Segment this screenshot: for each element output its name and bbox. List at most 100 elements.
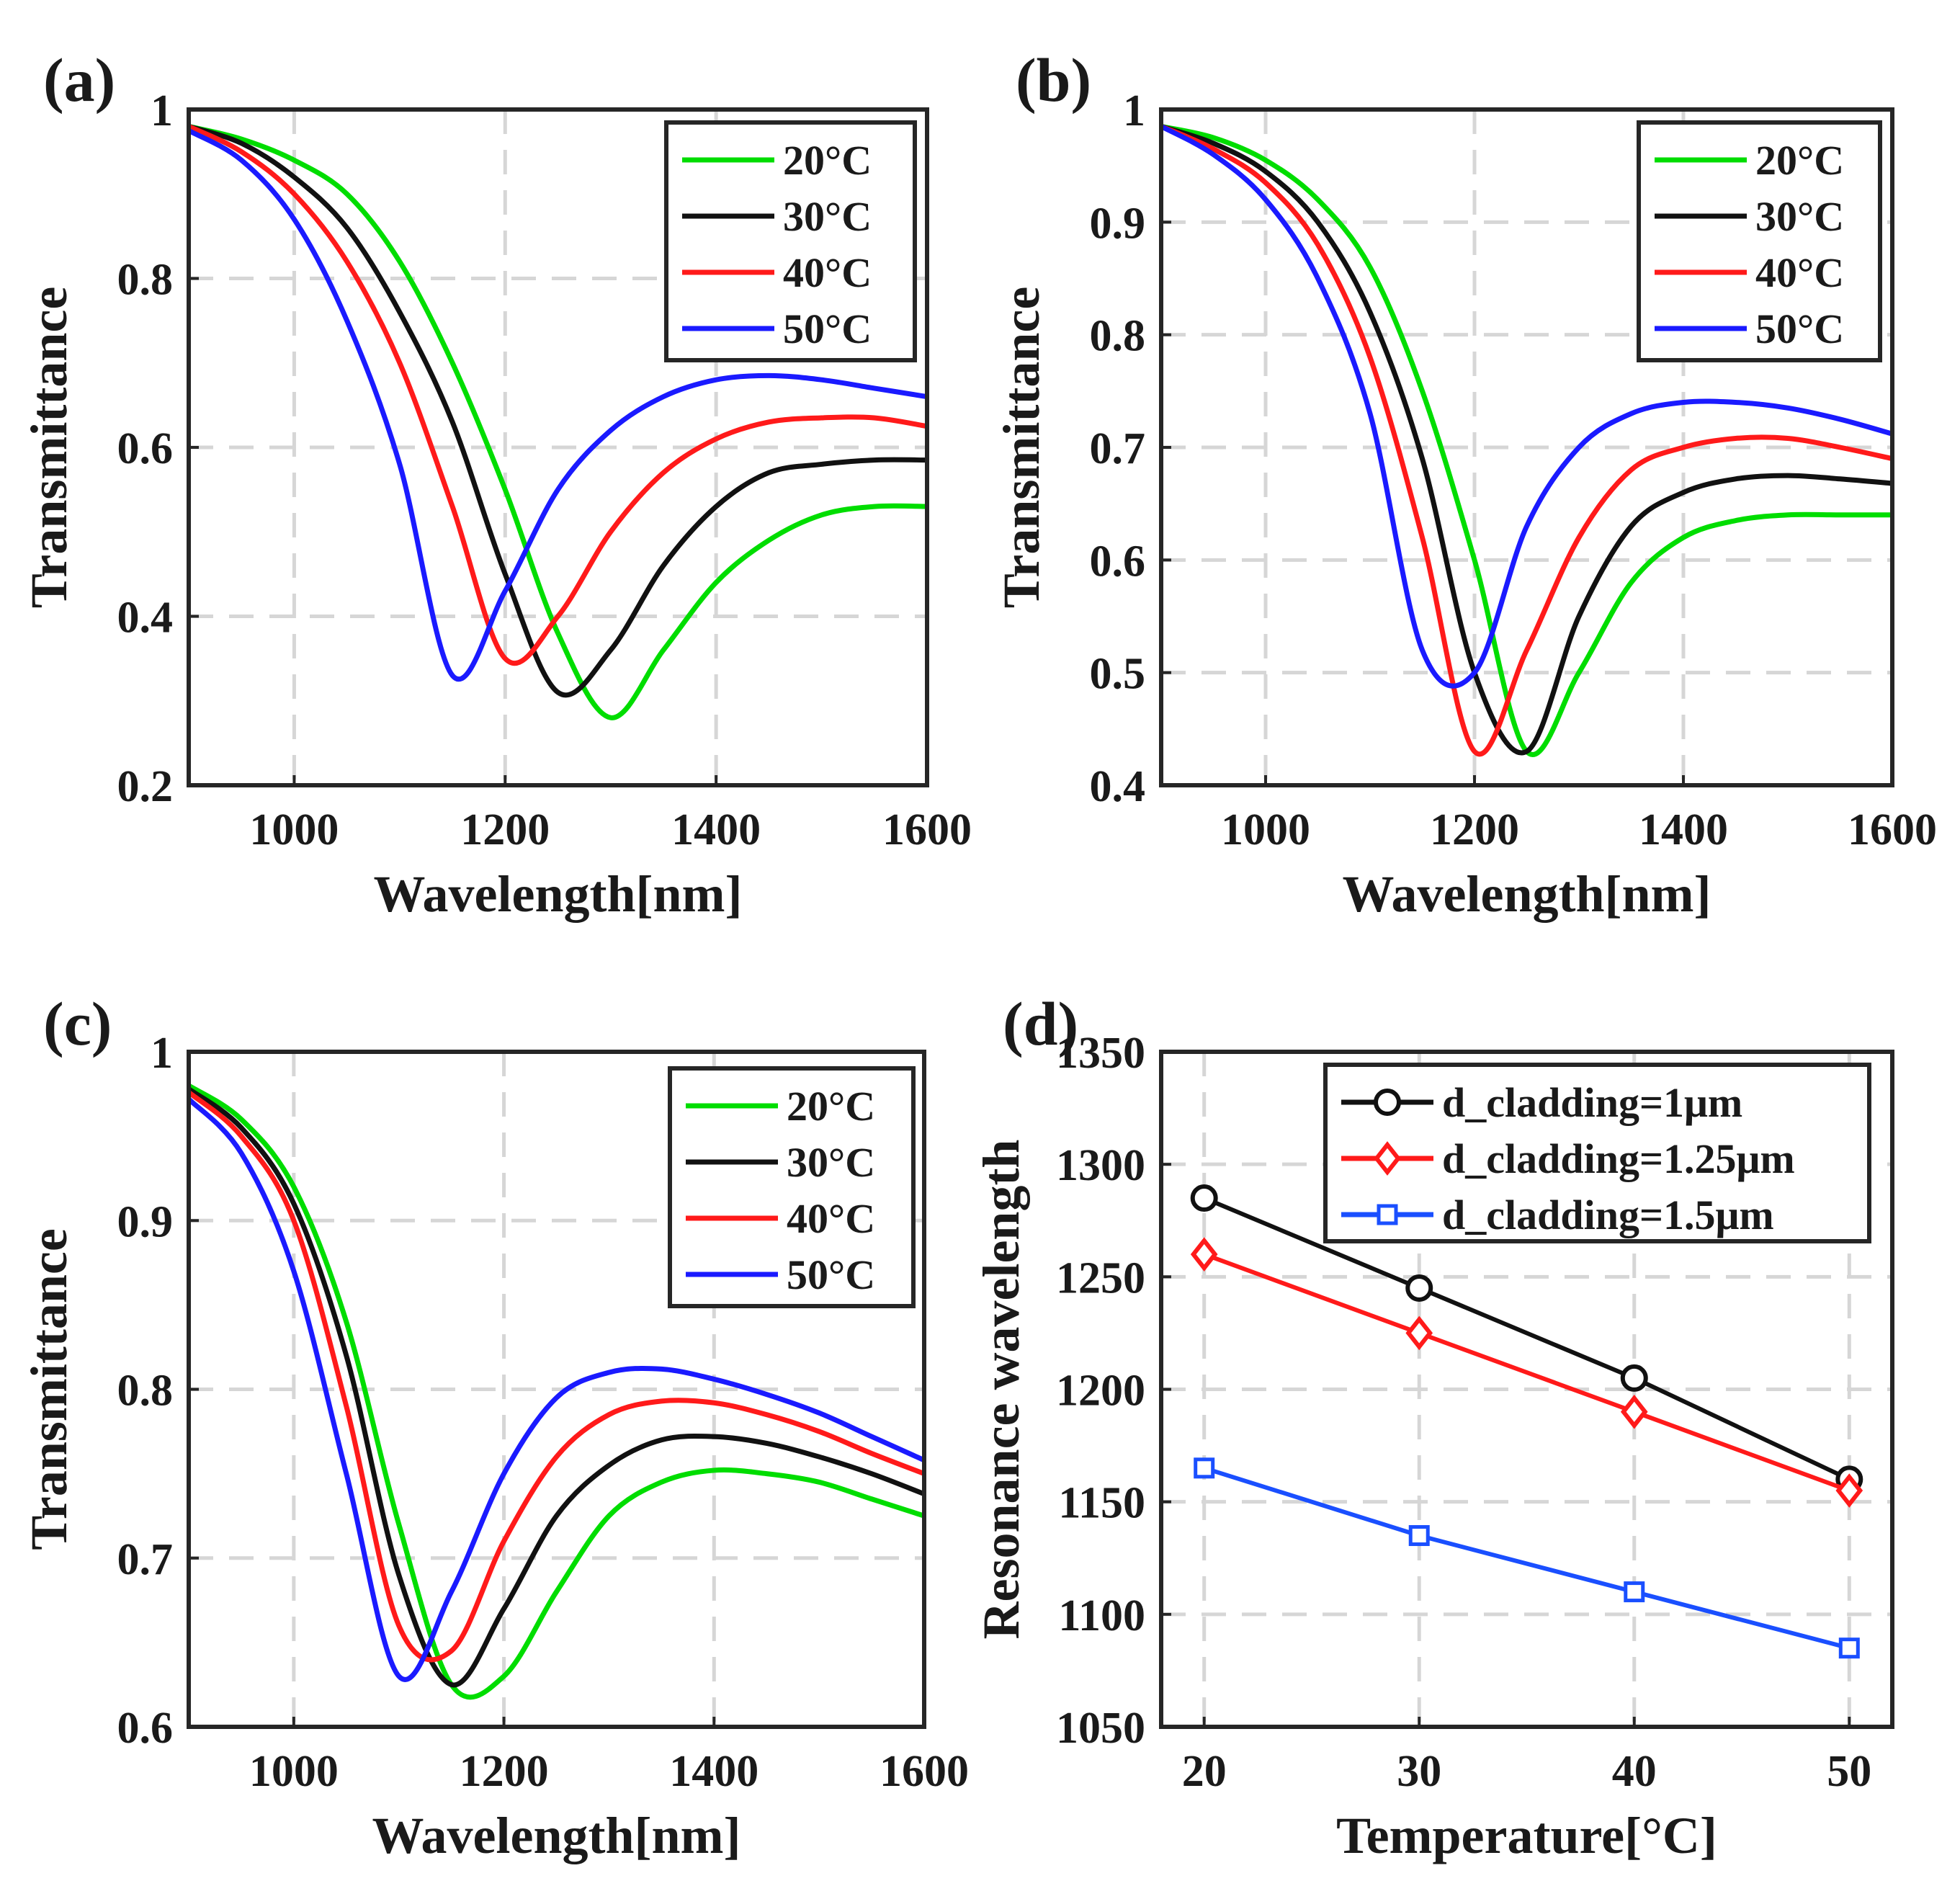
legend-label: 50°C xyxy=(1755,305,1844,352)
panel-label: (b) xyxy=(1016,45,1091,115)
x-tick-label: 1600 xyxy=(882,805,972,854)
legend-box xyxy=(664,120,917,362)
y-tick-label: 1150 xyxy=(1058,1479,1145,1528)
x-tick-label: 1600 xyxy=(1848,805,1937,854)
y-tick-label: 0.5 xyxy=(1090,650,1146,699)
data-point-diamond xyxy=(1190,1237,1218,1272)
x-tick-label: 1000 xyxy=(1221,805,1310,854)
y-tick-label: 1200 xyxy=(1056,1367,1145,1416)
y-tick-label: 1 xyxy=(151,1029,173,1078)
legend-label: 50°C xyxy=(783,305,872,352)
series-line-3 xyxy=(189,1097,924,1682)
panel-b: (b) 1000 1200 1400 1600 0.4 0.5 0.6 0.7 0.8 0.9 1 Wa… xyxy=(993,45,1937,923)
data-point-square xyxy=(1624,1581,1645,1603)
x-axis-label: Wavelength[nm] xyxy=(1343,865,1711,923)
x-tick-label: 30 xyxy=(1397,1747,1441,1796)
y-tick-label: 1350 xyxy=(1056,1029,1145,1078)
x-tick-label: 1600 xyxy=(880,1747,969,1796)
x-tick-label: 1400 xyxy=(1639,805,1728,854)
y-axis-label: Transmittance xyxy=(20,287,78,609)
series-line-1 xyxy=(1203,1252,1851,1493)
y-tick-label: 0.7 xyxy=(1090,424,1146,473)
data-point-diamond xyxy=(1835,1473,1863,1508)
y-tick-label: 0.8 xyxy=(117,1367,174,1416)
series-line-1 xyxy=(1161,124,1892,756)
series-line-0 xyxy=(1203,1196,1851,1482)
x-axis-label: Wavelength[nm] xyxy=(372,1807,741,1864)
y-tick-label: 0.9 xyxy=(117,1197,174,1246)
x-axis-label: Wavelength[nm] xyxy=(374,865,743,923)
series-line-2 xyxy=(189,1090,924,1663)
y-tick-label: 1300 xyxy=(1056,1141,1145,1190)
x-tick-label: 20 xyxy=(1182,1747,1227,1796)
x-tick-label: 1000 xyxy=(249,1747,339,1796)
legend-label: d_cladding=1.25μm xyxy=(1442,1135,1795,1182)
x-tick-label: 1200 xyxy=(460,805,550,854)
x-tick-label: 50 xyxy=(1827,1747,1871,1796)
data-point-circle xyxy=(1405,1274,1433,1302)
data-point-diamond xyxy=(1405,1315,1433,1351)
series-line-3 xyxy=(189,128,927,682)
y-tick-label: 1250 xyxy=(1056,1254,1145,1303)
data-point-circle xyxy=(1620,1364,1648,1392)
y-tick-label: 0.6 xyxy=(117,1704,174,1753)
legend-label: 40°C xyxy=(787,1195,875,1242)
data-point-square xyxy=(1408,1525,1430,1547)
series-line-1 xyxy=(189,124,927,698)
series-line-0 xyxy=(1161,124,1892,757)
x-tick-label: 1200 xyxy=(1430,805,1519,854)
data-point-diamond xyxy=(1620,1394,1648,1429)
legend-label: 20°C xyxy=(787,1083,875,1130)
legend-marker xyxy=(1374,1141,1401,1176)
y-tick-label: 0.9 xyxy=(1090,199,1146,248)
legend-label: d_cladding=1μm xyxy=(1442,1079,1742,1126)
panel-label: (a) xyxy=(43,45,115,115)
series-line-0 xyxy=(189,1083,924,1700)
legend-marker xyxy=(1377,1204,1398,1225)
data-point-circle xyxy=(1190,1184,1218,1212)
legend-label: 20°C xyxy=(783,137,872,184)
x-tick-label: 1000 xyxy=(249,805,339,854)
legend-label: 50°C xyxy=(787,1251,875,1298)
y-tick-label: 0.2 xyxy=(117,762,174,811)
panel-d: (d) 20 30 40 50 1050 1100 1150 1200 1250 1300 1350 T… xyxy=(972,989,1894,1864)
y-tick-label: 0.6 xyxy=(1090,537,1146,586)
series-line-2 xyxy=(1161,124,1892,756)
legend-label: 30°C xyxy=(787,1139,875,1186)
y-tick-label: 1 xyxy=(1123,86,1145,135)
y-axis-label: Transmittance xyxy=(20,1228,78,1550)
legend-marker xyxy=(1374,1089,1401,1116)
x-tick-label: 1400 xyxy=(669,1747,759,1796)
y-tick-label: 0.8 xyxy=(1090,312,1146,361)
legend-label: 20°C xyxy=(1755,137,1844,184)
x-tick-label: 1400 xyxy=(671,805,761,854)
series-line-2 xyxy=(189,124,927,666)
y-axis-label: Transmittance xyxy=(993,287,1050,609)
data-point-square xyxy=(1838,1637,1860,1659)
legend-label: 30°C xyxy=(1755,193,1844,240)
data-point-square xyxy=(1194,1457,1215,1479)
x-tick-label: 1200 xyxy=(460,1747,549,1796)
panel-label: (c) xyxy=(43,989,112,1058)
y-tick-label: 1050 xyxy=(1056,1704,1145,1753)
legend-label: d_cladding=1.5μm xyxy=(1442,1192,1774,1238)
panel-c: (c) 1000 1200 1400 1600 0.6 0.7 0.8 0.9 1 Waveleng… xyxy=(20,989,969,1864)
y-tick-label: 1 xyxy=(151,86,173,135)
y-tick-label: 0.7 xyxy=(117,1535,174,1584)
y-tick-label: 0.6 xyxy=(117,424,174,473)
legend-label: 40°C xyxy=(1755,249,1844,296)
y-axis-label: Resonance wavelength xyxy=(972,1140,1030,1640)
legend-label: 30°C xyxy=(783,193,872,240)
panel-label: (d) xyxy=(1003,989,1078,1058)
y-tick-label: 0.4 xyxy=(1090,762,1146,811)
y-tick-label: 0.4 xyxy=(117,594,174,643)
y-tick-label: 1100 xyxy=(1058,1591,1145,1640)
panel-a: (a) 1000 1200 1400 1600 0.2 0.4 0.6 0.8 1 Waveleng… xyxy=(20,45,972,923)
legend-label: 40°C xyxy=(783,249,872,296)
legend-box xyxy=(1323,1063,1871,1243)
series-line-2 xyxy=(1203,1465,1851,1650)
series-line-0 xyxy=(189,124,927,720)
x-tick-label: 40 xyxy=(1612,1747,1657,1796)
series-line-3 xyxy=(1161,124,1892,689)
